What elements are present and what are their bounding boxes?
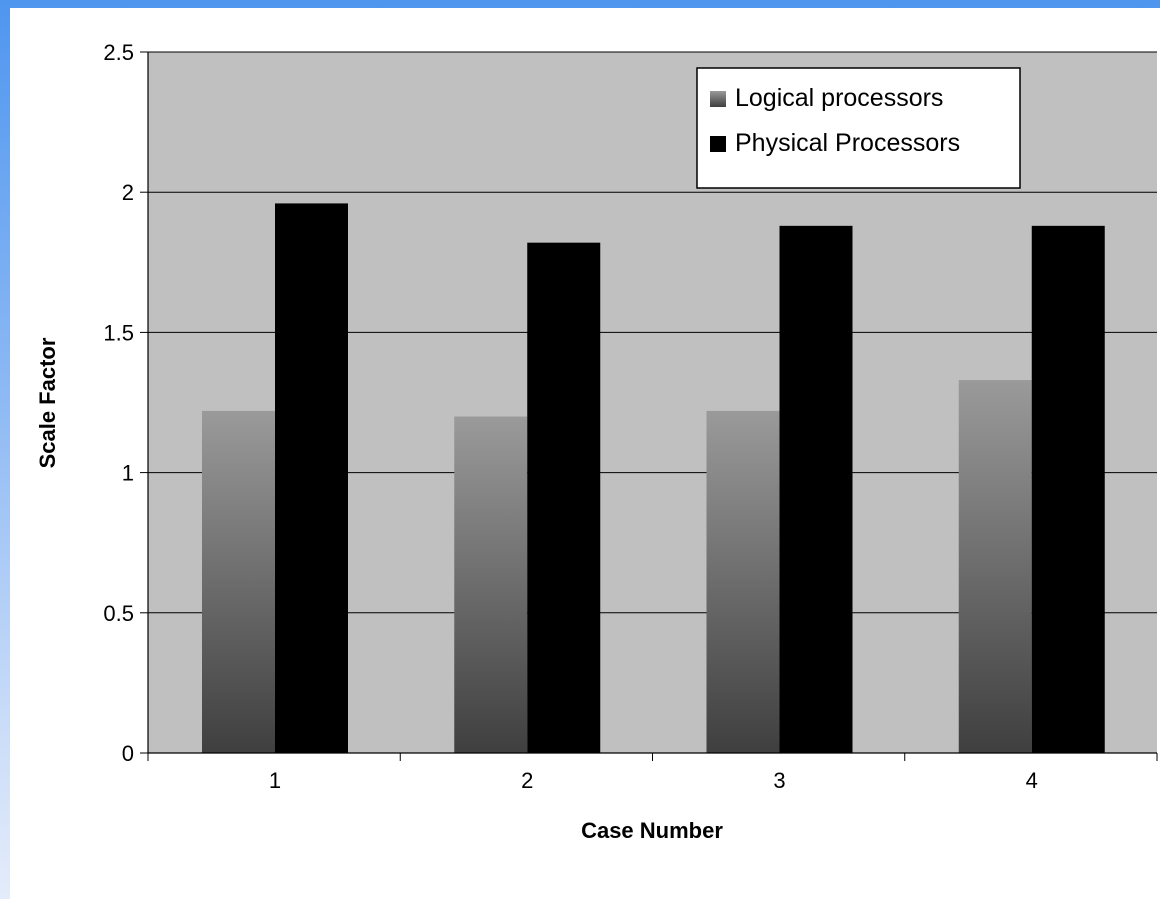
y-tick-label: 1.5 <box>103 320 134 345</box>
y-axis-title: Scale Factor <box>35 337 60 468</box>
x-axis-title: Case Number <box>581 818 723 843</box>
legend-box <box>696 67 1021 189</box>
bar-physical-processors <box>779 225 853 753</box>
bar-physical-processors <box>527 242 601 753</box>
bar-logical-processors <box>454 416 528 753</box>
y-tick-label: 0.5 <box>103 601 134 626</box>
y-tick-label: 1 <box>122 461 134 486</box>
x-tick-label: 4 <box>1026 768 1038 793</box>
x-tick-label: 1 <box>269 768 281 793</box>
legend: Logical processors Physical Processors <box>696 67 1021 189</box>
bar-logical-processors <box>706 410 780 753</box>
bar-chart: 0 0.5 1 1.5 2 2.5 1 2 3 4 Case Number Scale Fact… <box>35 40 1158 843</box>
legend-swatch-logical <box>710 91 726 107</box>
chart-area: 0 0.5 1 1.5 2 2.5 1 2 3 4 Case Number Scale Fact… <box>10 8 1160 899</box>
x-tick-label: 2 <box>521 768 533 793</box>
bar-physical-processors <box>275 203 348 753</box>
bar-logical-processors <box>202 410 275 753</box>
x-tick-labels: 1 2 3 4 <box>269 768 1038 793</box>
x-tick-label: 3 <box>773 768 785 793</box>
bar-physical-processors <box>1031 225 1105 753</box>
y-tick-label: 2.5 <box>103 40 134 65</box>
bar-logical-processors <box>958 380 1032 753</box>
bars <box>202 203 1105 753</box>
y-tick-label: 2 <box>122 180 134 205</box>
axes <box>140 51 1158 761</box>
legend-swatch-physical <box>710 136 726 152</box>
y-tick-label: 0 <box>122 741 134 766</box>
y-tick-labels: 0 0.5 1 1.5 2 2.5 <box>103 40 134 766</box>
legend-label-logical: Logical processors <box>735 84 943 112</box>
legend-label-physical: Physical Processors <box>735 129 960 157</box>
